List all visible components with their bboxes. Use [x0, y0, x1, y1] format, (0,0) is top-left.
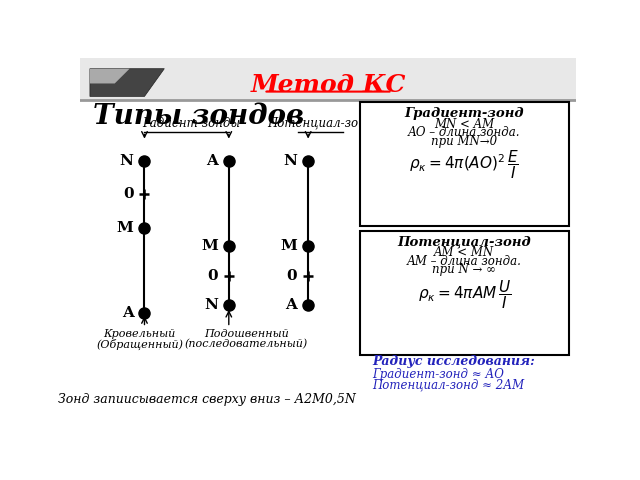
Text: АМ – длина зонда.: АМ – длина зонда.	[407, 255, 522, 268]
Text: $\rho_{\kappa} = 4\pi(AO)^2\,\dfrac{E}{I}$: $\rho_{\kappa} = 4\pi(AO)^2\,\dfrac{E}{I…	[410, 148, 519, 181]
Text: при MN→0: при MN→0	[431, 134, 497, 148]
Polygon shape	[90, 69, 164, 96]
Text: N: N	[204, 298, 218, 312]
Text: Гадиент-зонды: Гадиент-зонды	[143, 117, 241, 130]
Text: (Обращенный): (Обращенный)	[96, 339, 183, 350]
Text: A: A	[206, 154, 218, 168]
Text: Потенциал-зонд: Потенциал-зонд	[268, 117, 374, 130]
Text: N: N	[284, 154, 297, 168]
FancyBboxPatch shape	[360, 231, 568, 355]
Polygon shape	[90, 69, 129, 84]
Text: Зонд запиисывается сверху вниз – А2М0,5N: Зонд запиисывается сверху вниз – А2М0,5N	[58, 393, 355, 406]
FancyBboxPatch shape	[80, 58, 576, 100]
Text: M: M	[201, 239, 218, 253]
Text: при N → ∞: при N → ∞	[433, 263, 497, 276]
Text: Потенциал-зонд: Потенциал-зонд	[397, 236, 531, 249]
Text: A: A	[285, 298, 297, 312]
Text: M: M	[116, 221, 134, 235]
Text: MN < AM: MN < AM	[435, 118, 495, 131]
Text: $\rho_{\kappa} = 4\pi AM\,\dfrac{U}{I}$: $\rho_{\kappa} = 4\pi AM\,\dfrac{U}{I}$	[418, 278, 511, 311]
Text: Кровельный: Кровельный	[104, 329, 175, 339]
FancyBboxPatch shape	[360, 102, 568, 226]
Text: Радиус исследования:: Радиус исследования:	[372, 355, 536, 368]
Text: A: A	[122, 306, 134, 320]
Text: (последовательный): (последовательный)	[184, 339, 308, 349]
Text: Градиент-зонд ≈ АО: Градиент-зонд ≈ АО	[372, 368, 504, 381]
Text: Типы зондов: Типы зондов	[93, 103, 305, 130]
Text: 0: 0	[287, 269, 297, 283]
Text: Потенциал-зонд ≈ 2АМ: Потенциал-зонд ≈ 2АМ	[372, 379, 525, 392]
Text: АО – длина зонда.: АО – длина зонда.	[408, 127, 521, 140]
Text: 0: 0	[123, 187, 134, 201]
Text: 0: 0	[207, 269, 218, 283]
Text: Градиент-зонд: Градиент-зонд	[404, 107, 524, 120]
Text: Метод КС: Метод КС	[250, 73, 406, 97]
Text: Подошвенный: Подошвенный	[204, 329, 289, 339]
Text: N: N	[120, 154, 134, 168]
Text: M: M	[280, 239, 297, 253]
Text: AM < MN: AM < MN	[435, 246, 495, 259]
